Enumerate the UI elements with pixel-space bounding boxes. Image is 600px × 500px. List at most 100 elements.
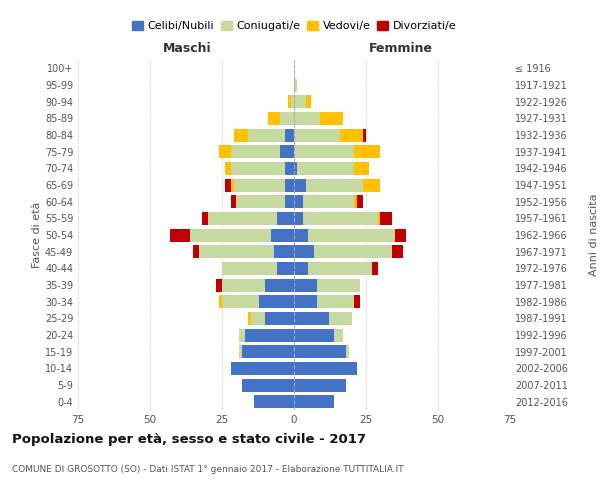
Bar bbox=[305, 95, 311, 108]
Bar bbox=[294, 395, 334, 408]
Bar bbox=[377, 212, 380, 225]
Bar bbox=[239, 328, 245, 342]
Bar bbox=[294, 312, 329, 325]
Legend: Celibi/Nubili, Coniugati/e, Vedovi/e, Divorziati/e: Celibi/Nubili, Coniugati/e, Vedovi/e, Di… bbox=[127, 16, 461, 36]
Y-axis label: Fasce di età: Fasce di età bbox=[32, 202, 42, 268]
Bar bbox=[271, 228, 294, 241]
Bar bbox=[286, 178, 294, 192]
Bar bbox=[291, 95, 294, 108]
Bar bbox=[239, 345, 242, 358]
Bar bbox=[380, 212, 392, 225]
Bar bbox=[230, 362, 294, 375]
Bar bbox=[294, 145, 355, 158]
Bar bbox=[225, 178, 230, 192]
Bar bbox=[308, 228, 395, 241]
Bar bbox=[222, 295, 259, 308]
Bar bbox=[355, 195, 358, 208]
Bar bbox=[216, 278, 222, 291]
Bar bbox=[334, 328, 343, 342]
Bar bbox=[233, 128, 248, 141]
Bar bbox=[219, 145, 230, 158]
Bar bbox=[294, 162, 297, 175]
Bar bbox=[340, 128, 363, 141]
Bar bbox=[294, 362, 358, 375]
Bar bbox=[294, 228, 308, 241]
Bar bbox=[236, 195, 286, 208]
Bar bbox=[265, 312, 294, 325]
Bar bbox=[286, 128, 294, 141]
Bar bbox=[230, 178, 233, 192]
Text: COMUNE DI GROSOTTO (SO) - Dati ISTAT 1° gennaio 2017 - Elaborazione TUTTITALIA.I: COMUNE DI GROSOTTO (SO) - Dati ISTAT 1° … bbox=[12, 465, 404, 474]
Bar bbox=[242, 378, 294, 392]
Bar bbox=[355, 145, 380, 158]
Bar bbox=[355, 295, 360, 308]
Bar bbox=[245, 328, 294, 342]
Bar bbox=[286, 162, 294, 175]
Bar bbox=[294, 78, 297, 92]
Bar bbox=[190, 228, 271, 241]
Bar bbox=[302, 195, 355, 208]
Bar bbox=[355, 162, 369, 175]
Bar bbox=[277, 262, 294, 275]
Bar bbox=[363, 178, 380, 192]
Bar bbox=[170, 228, 190, 241]
Bar bbox=[233, 178, 286, 192]
Bar bbox=[305, 178, 363, 192]
Bar bbox=[222, 278, 265, 291]
Bar bbox=[199, 245, 274, 258]
Bar bbox=[320, 112, 343, 125]
Bar bbox=[294, 95, 305, 108]
Bar bbox=[314, 245, 392, 258]
Bar bbox=[259, 295, 294, 308]
Bar bbox=[222, 262, 277, 275]
Bar bbox=[294, 345, 346, 358]
Bar bbox=[294, 245, 314, 258]
Bar bbox=[248, 312, 251, 325]
Bar bbox=[308, 262, 372, 275]
Bar bbox=[329, 312, 352, 325]
Bar bbox=[358, 195, 363, 208]
Bar bbox=[268, 112, 280, 125]
Bar bbox=[242, 345, 294, 358]
Bar bbox=[280, 145, 294, 158]
Bar bbox=[317, 295, 355, 308]
Text: Anni di nascita: Anni di nascita bbox=[589, 194, 599, 276]
Bar bbox=[288, 95, 291, 108]
Bar bbox=[294, 295, 317, 308]
Bar bbox=[193, 245, 199, 258]
Bar bbox=[294, 128, 340, 141]
Bar bbox=[294, 328, 334, 342]
Bar bbox=[219, 295, 222, 308]
Text: Popolazione per età, sesso e stato civile - 2017: Popolazione per età, sesso e stato civil… bbox=[12, 432, 366, 446]
Bar bbox=[251, 312, 265, 325]
Bar bbox=[248, 128, 286, 141]
Bar bbox=[254, 395, 294, 408]
Bar bbox=[294, 195, 302, 208]
Bar bbox=[294, 378, 346, 392]
Bar bbox=[294, 178, 305, 192]
Bar bbox=[274, 245, 294, 258]
Bar bbox=[230, 145, 280, 158]
Bar bbox=[372, 262, 377, 275]
Text: Femmine: Femmine bbox=[368, 42, 433, 55]
Bar bbox=[346, 345, 349, 358]
Bar bbox=[302, 212, 377, 225]
Bar bbox=[392, 245, 403, 258]
Bar bbox=[208, 212, 277, 225]
Bar bbox=[265, 278, 294, 291]
Bar bbox=[280, 112, 294, 125]
Bar bbox=[317, 278, 360, 291]
Bar bbox=[294, 212, 302, 225]
Bar bbox=[395, 228, 406, 241]
Text: Maschi: Maschi bbox=[163, 42, 212, 55]
Bar bbox=[294, 112, 320, 125]
Bar bbox=[286, 195, 294, 208]
Bar bbox=[277, 212, 294, 225]
Bar bbox=[294, 278, 317, 291]
Bar bbox=[297, 162, 355, 175]
Bar bbox=[230, 162, 286, 175]
Bar bbox=[363, 128, 366, 141]
Bar bbox=[230, 195, 236, 208]
Bar bbox=[225, 162, 230, 175]
Bar bbox=[294, 262, 308, 275]
